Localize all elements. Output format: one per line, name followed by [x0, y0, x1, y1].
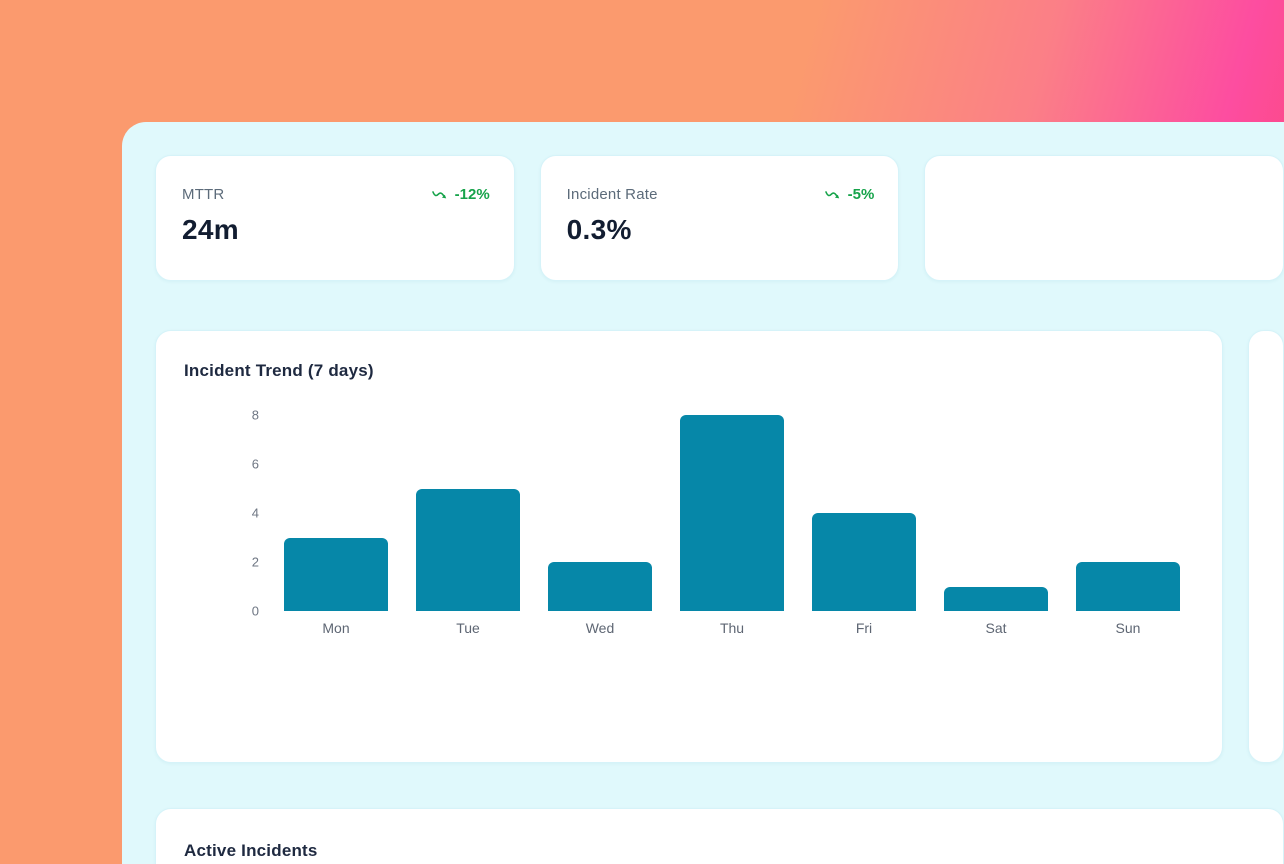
stat-card-header: Incident Rate -5%	[567, 186, 875, 203]
stat-card-mttr: MTTR -12% 24m	[155, 155, 515, 281]
charts-row: Incident Trend (7 days) 0 2 4 6 8 Mon Tue Wed T…	[155, 330, 1284, 763]
stat-label: MTTR	[182, 186, 225, 203]
x-tick-label: Thu	[719, 620, 745, 636]
stat-card-header: MTTR -12%	[182, 186, 490, 203]
chart-title: Incident Trend (7 days)	[184, 361, 374, 380]
stats-row: MTTR -12% 24m Incident Ra	[155, 155, 1284, 281]
bar-fri	[812, 513, 916, 611]
x-tick-label: Mon	[322, 620, 350, 636]
stat-delta-value: -12%	[454, 186, 490, 203]
dashboard-panel: MTTR -12% 24m Incident Ra	[122, 122, 1284, 864]
trending-down-icon	[824, 189, 842, 201]
x-tick-label: Sun	[1115, 620, 1141, 636]
bar-sat	[944, 586, 1048, 611]
active-incidents-card: Active Incidents	[155, 808, 1284, 864]
bar-column	[666, 415, 798, 611]
active-incidents-row: Active Incidents	[155, 808, 1284, 864]
y-tick-label: 2	[251, 554, 259, 570]
bar-column	[402, 415, 534, 611]
stat-delta-value: -5%	[847, 186, 875, 203]
stat-label: Incident Rate	[566, 186, 658, 203]
stat-delta-badge: -5%	[824, 186, 875, 203]
y-axis: 0 2 4 6 8	[184, 408, 270, 619]
bar-sun	[1076, 562, 1180, 611]
bar-column	[534, 415, 666, 611]
y-tick-label: 0	[251, 603, 259, 619]
y-tick-label: 4	[251, 505, 259, 521]
stat-card-incident-rate: Incident Rate -5% 0.3%	[539, 155, 900, 281]
stat-delta-badge: -12%	[431, 186, 490, 203]
x-tick-label: Tue	[456, 620, 480, 636]
stat-value: 0.3%	[566, 214, 632, 245]
x-tick-label: Sat	[985, 620, 1007, 636]
bar-column	[1062, 415, 1194, 611]
bar-chart: 0 2 4 6 8	[184, 408, 1194, 619]
x-tick-label: Wed	[585, 620, 615, 636]
bar-column	[798, 415, 930, 611]
bar-tue	[416, 488, 520, 611]
stat-card-partial	[924, 155, 1284, 281]
y-tick-label: 8	[251, 407, 259, 423]
bar-thu	[680, 415, 784, 611]
x-axis-labels: Mon Tue Wed Thu Fri Sat Sun	[270, 620, 1194, 636]
incident-trend-card: Incident Trend (7 days) 0 2 4 6 8 Mon Tue Wed T…	[155, 330, 1223, 763]
stat-value: 24m	[182, 214, 239, 245]
bar-column	[930, 415, 1062, 611]
x-tick-label: Fri	[855, 620, 873, 636]
y-tick-label: 6	[251, 456, 259, 472]
bar-mon	[284, 537, 388, 611]
bar-wed	[548, 562, 652, 611]
trending-down-icon	[431, 189, 449, 201]
bar-plot	[270, 415, 1194, 611]
side-card-partial	[1248, 330, 1284, 763]
bar-column	[270, 415, 402, 611]
active-incidents-title: Active Incidents	[184, 841, 318, 860]
